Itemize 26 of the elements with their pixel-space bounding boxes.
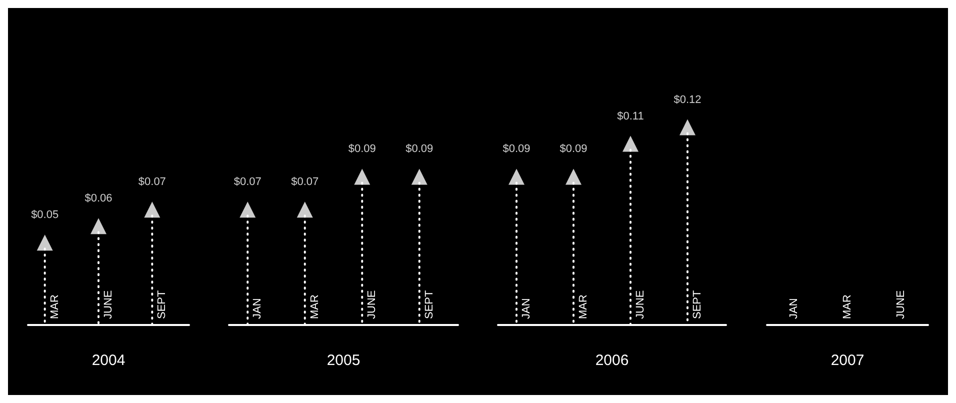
- data-label: $0.06: [84, 192, 112, 205]
- x-tick-label: SEPT: [692, 290, 704, 319]
- x-tick-label: JAN: [252, 298, 264, 319]
- x-axis-title: 2005: [327, 352, 360, 369]
- x-axis-title: 2006: [596, 352, 629, 369]
- x-tick-label: SEPT: [156, 290, 168, 319]
- data-label: $0.09: [406, 143, 434, 156]
- x-tick-label: JAN: [520, 298, 533, 319]
- x-tick-label: JUNE: [102, 290, 114, 319]
- data-label: $0.07: [138, 176, 166, 188]
- x-tick-label: JUNE: [366, 290, 378, 319]
- text: 2007: [830, 352, 864, 369]
- data-label: $0.12: [674, 94, 702, 106]
- x-tick-label: JUNE: [634, 290, 647, 319]
- data-label: $0.09: [348, 143, 376, 156]
- data-label: $0.05: [31, 209, 59, 222]
- data-label: $0.11: [617, 110, 644, 122]
- data-label: $0.09: [503, 143, 531, 156]
- x-tick-label: SEPT: [424, 290, 436, 319]
- data-label: $0.07: [291, 176, 319, 188]
- x-axis-title: 2004: [92, 352, 126, 369]
- data-label: $0.07: [234, 176, 262, 188]
- x-tick-label: MAR: [48, 294, 61, 319]
- x-tick-label: MAR: [578, 294, 590, 319]
- x-tick-label: MAR: [309, 294, 322, 319]
- data-label: $0.09: [560, 143, 588, 156]
